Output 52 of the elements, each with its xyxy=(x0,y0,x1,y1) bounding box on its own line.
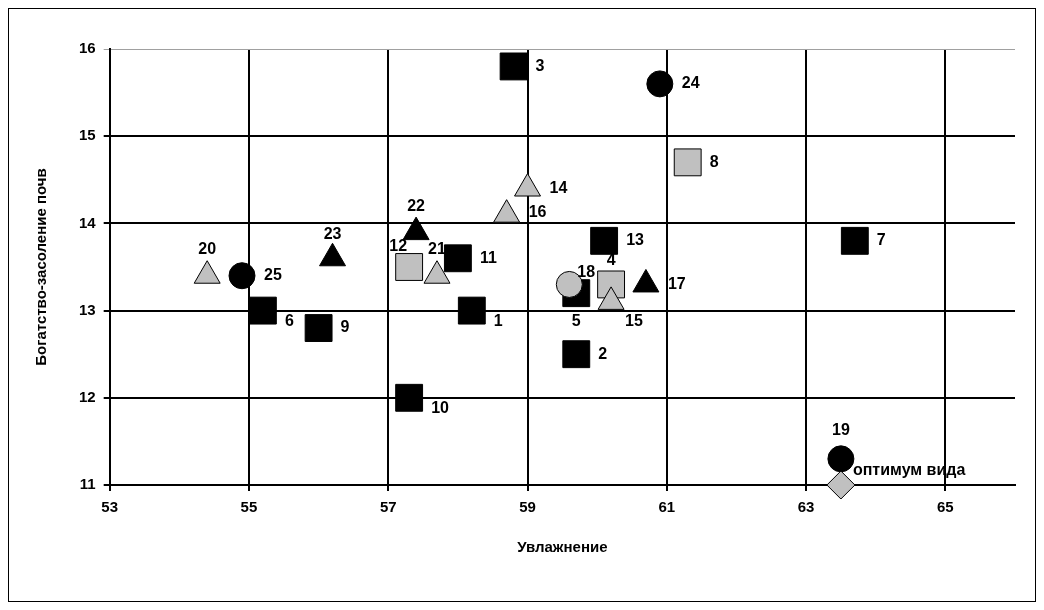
annotation: 25 xyxy=(264,266,282,284)
x-tick-label: 55 xyxy=(240,498,258,516)
annotation: 14 xyxy=(549,178,568,196)
point xyxy=(443,244,472,273)
y-tick-label: 11 xyxy=(79,475,96,493)
y-tick-label: 13 xyxy=(79,300,96,318)
annotation: 13 xyxy=(626,231,645,249)
point xyxy=(840,226,869,255)
point xyxy=(499,52,528,81)
x-axis-title: Увлажнение xyxy=(517,538,608,556)
annotation: 2 xyxy=(598,344,608,362)
annotation: 8 xyxy=(709,152,719,170)
point xyxy=(457,296,486,325)
point xyxy=(228,262,256,290)
annotation: 10 xyxy=(431,399,450,417)
annotation: 23 xyxy=(323,224,342,242)
annotation: 20 xyxy=(198,240,217,258)
annotation: 3 xyxy=(535,56,545,74)
annotation: 12 xyxy=(389,237,408,255)
annotation: 1 xyxy=(493,312,503,330)
annotation: 7 xyxy=(876,231,886,249)
annotation: 9 xyxy=(340,318,350,336)
y-tick-label: 15 xyxy=(79,126,96,144)
point xyxy=(646,70,674,98)
x-tick-label: 63 xyxy=(797,498,815,516)
annotation: 15 xyxy=(625,312,643,330)
y-axis-title: Богатство-засоление почв xyxy=(32,168,50,366)
annotation: 6 xyxy=(284,312,294,330)
point xyxy=(827,445,855,473)
y-tick-label: 16 xyxy=(79,39,96,57)
point xyxy=(304,314,333,342)
point xyxy=(395,383,424,412)
x-tick-label: 59 xyxy=(519,498,536,516)
x-tick-label: 53 xyxy=(101,498,119,516)
y-tick-label: 12 xyxy=(79,387,96,405)
x-tick-label: 57 xyxy=(379,498,397,516)
point xyxy=(562,340,591,369)
annotation: 5 xyxy=(571,312,581,330)
point xyxy=(248,296,277,325)
annotation: 19 xyxy=(832,421,850,439)
point xyxy=(395,253,424,281)
annotation: 18 xyxy=(577,262,596,280)
point xyxy=(673,148,702,177)
annotation: 17 xyxy=(667,274,686,292)
annotation: 24 xyxy=(681,74,700,92)
x-tick-label: 61 xyxy=(658,498,676,516)
annotation: 16 xyxy=(528,202,547,220)
y-tick-label: 14 xyxy=(79,213,97,231)
x-tick-label: 65 xyxy=(937,498,954,516)
point xyxy=(590,226,619,255)
annotation: 22 xyxy=(407,196,426,214)
annotation: 11 xyxy=(479,248,497,266)
